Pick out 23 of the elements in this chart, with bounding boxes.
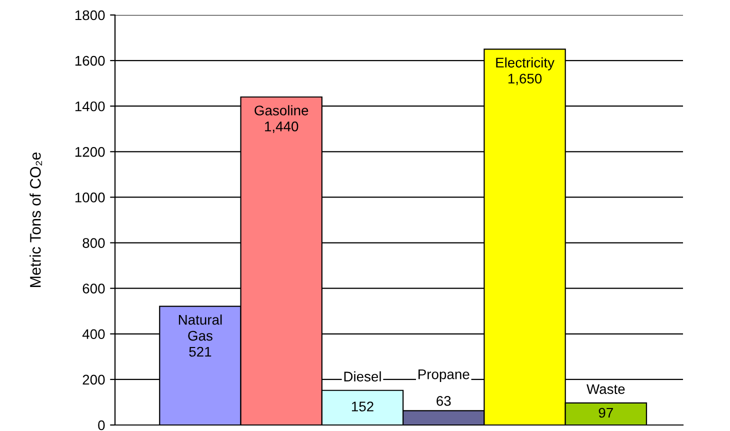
y-tick-label: 1000 [75, 192, 105, 202]
data-label: 1,650 [508, 74, 542, 86]
y-tick-label: 1800 [75, 10, 105, 20]
x-tick-label: Natural Gas [178, 314, 222, 341]
y-tick-label: 1400 [75, 101, 105, 112]
y-tick-label: 600 [82, 284, 105, 294]
data-label: 97 [598, 408, 613, 418]
x-tick-label: Gasoline [254, 105, 308, 116]
y-tick-label: 200 [82, 374, 105, 385]
y-tick-label: 400 [82, 329, 105, 340]
x-tick-label: Diesel [344, 371, 381, 382]
y-tick-label: 1200 [75, 147, 105, 157]
y-tick-label: 1600 [75, 56, 105, 66]
data-label: 152 [352, 402, 374, 412]
x-tick-label: Electricity [496, 57, 554, 70]
y-axis-title: Metric Tons of CO₂e [30, 152, 42, 287]
data-label: 1,440 [265, 122, 298, 134]
y-tick-label: 800 [82, 238, 105, 248]
x-tick-label: Waste [586, 384, 625, 394]
x-tick-label: Propane [418, 370, 470, 382]
data-label: 521 [189, 346, 212, 357]
y-tick-label: 0 [98, 420, 105, 430]
data-label: 63 [436, 396, 451, 406]
